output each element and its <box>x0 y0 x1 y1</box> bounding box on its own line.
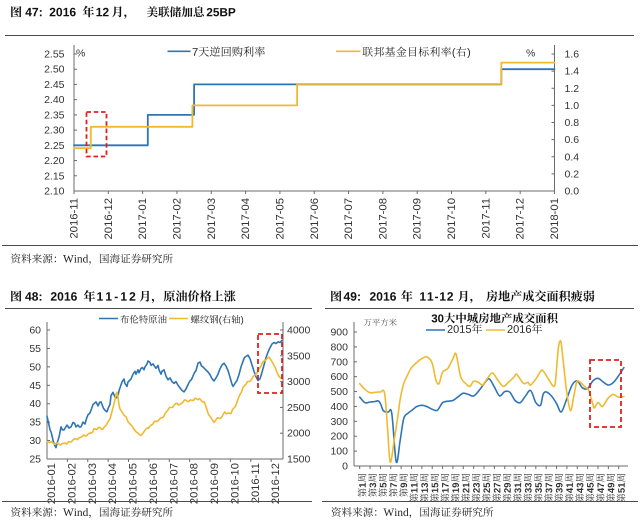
svg-text:0.2: 0.2 <box>565 168 580 180</box>
svg-text:1.0: 1.0 <box>565 100 580 112</box>
svg-text:2016-11: 2016-11 <box>69 198 81 239</box>
svg-text:1500: 1500 <box>287 454 311 466</box>
svg-text:1.6: 1.6 <box>565 49 580 61</box>
svg-text:2.40: 2.40 <box>44 94 65 106</box>
svg-text:2.20: 2.20 <box>44 155 65 167</box>
svg-text:0.6: 0.6 <box>565 134 580 146</box>
svg-text:60: 60 <box>29 325 41 337</box>
svg-text:2016-09: 2016-09 <box>209 463 221 504</box>
svg-text:100: 100 <box>330 446 348 458</box>
svg-text:40: 40 <box>29 398 41 410</box>
svg-text:50: 50 <box>29 361 41 373</box>
svg-text:2016-07: 2016-07 <box>168 463 180 504</box>
svg-text:0: 0 <box>342 461 348 473</box>
svg-text:2.25: 2.25 <box>44 140 65 152</box>
svg-text:45: 45 <box>29 380 41 392</box>
svg-text:3500: 3500 <box>287 350 311 362</box>
svg-text:%: % <box>76 48 85 60</box>
svg-text:2.30: 2.30 <box>44 125 65 137</box>
svg-text:2.15: 2.15 <box>44 170 65 182</box>
svg-text:2017-01: 2017-01 <box>137 198 149 239</box>
svg-text:1.2: 1.2 <box>565 83 580 95</box>
svg-text:4000: 4000 <box>287 325 311 337</box>
svg-text:%: % <box>526 48 535 60</box>
svg-text:2016-05: 2016-05 <box>128 463 140 504</box>
svg-text:3000: 3000 <box>287 376 311 388</box>
svg-text:25: 25 <box>29 454 41 466</box>
svg-text:2.50: 2.50 <box>44 64 65 76</box>
svg-text:0.8: 0.8 <box>565 117 580 129</box>
svg-text:500: 500 <box>330 386 348 398</box>
svg-text:2016-12: 2016-12 <box>103 198 115 239</box>
svg-text:35: 35 <box>29 417 41 429</box>
svg-text:400: 400 <box>330 401 348 413</box>
svg-text:2017-02: 2017-02 <box>171 198 183 239</box>
svg-text:2500: 2500 <box>287 402 311 414</box>
svg-text:2000: 2000 <box>287 428 311 440</box>
svg-text:2017-05: 2017-05 <box>274 198 286 239</box>
svg-text:2016-08: 2016-08 <box>189 463 201 504</box>
svg-text:2017-03: 2017-03 <box>206 198 218 239</box>
svg-text:2017-10: 2017-10 <box>446 198 458 239</box>
svg-text:2018-01: 2018-01 <box>549 198 561 239</box>
svg-text:2017-04: 2017-04 <box>240 198 252 239</box>
svg-text:2.55: 2.55 <box>44 49 65 61</box>
svg-text:600: 600 <box>330 371 348 383</box>
svg-text:700: 700 <box>330 356 348 368</box>
svg-text:2016-12: 2016-12 <box>270 463 282 504</box>
svg-text:1.4: 1.4 <box>565 66 580 78</box>
svg-text:30: 30 <box>29 435 41 447</box>
svg-text:2017-09: 2017-09 <box>412 198 424 239</box>
svg-text:2017-06: 2017-06 <box>309 198 321 239</box>
svg-text:800: 800 <box>330 341 348 353</box>
svg-text:200: 200 <box>330 431 348 443</box>
svg-text:2016-11: 2016-11 <box>250 463 262 503</box>
svg-text:900: 900 <box>330 327 348 339</box>
svg-text:2017-07: 2017-07 <box>343 198 355 239</box>
svg-text:2.35: 2.35 <box>44 109 65 121</box>
svg-text:2016-03: 2016-03 <box>87 463 99 504</box>
svg-text:2016-06: 2016-06 <box>148 463 160 504</box>
svg-text:2.45: 2.45 <box>44 79 65 91</box>
svg-text:300: 300 <box>330 416 348 428</box>
svg-text:2017-12: 2017-12 <box>515 198 527 239</box>
svg-text:2016-01: 2016-01 <box>46 463 58 504</box>
svg-text:0.0: 0.0 <box>565 186 580 198</box>
svg-text:2.10: 2.10 <box>44 186 65 198</box>
svg-text:0.4: 0.4 <box>565 151 580 163</box>
svg-text:2017-11: 2017-11 <box>480 198 492 239</box>
svg-text:2016-04: 2016-04 <box>107 463 119 504</box>
svg-text:2017-08: 2017-08 <box>377 198 389 239</box>
svg-text:55: 55 <box>29 343 41 355</box>
svg-text:2016-02: 2016-02 <box>66 463 78 504</box>
svg-text:2016-10: 2016-10 <box>229 463 241 504</box>
